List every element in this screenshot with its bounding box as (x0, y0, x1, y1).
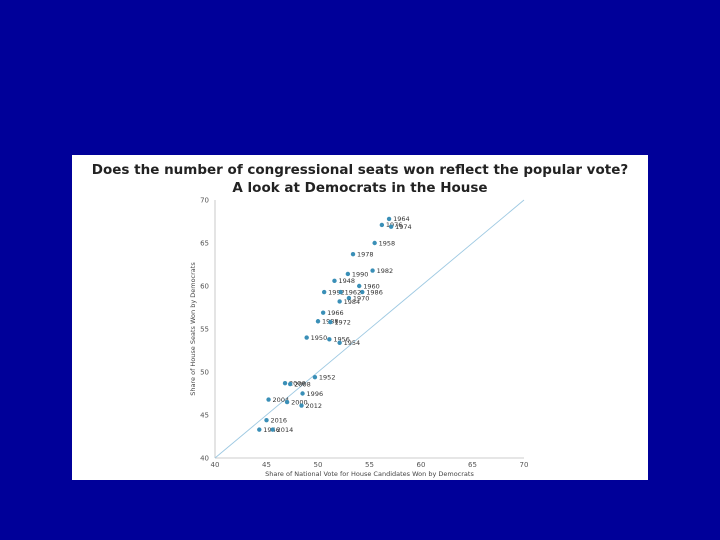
data-point-label: 1960 (363, 282, 380, 290)
data-point-label: 1954 (344, 339, 361, 347)
chart-figure: Does the number of congressional seats w… (72, 155, 648, 480)
data-point-label: 1996 (307, 390, 324, 398)
data-point (346, 295, 352, 301)
y-tick-label: 55 (200, 326, 209, 334)
data-point (372, 240, 377, 246)
y-tick-label: 60 (200, 283, 209, 291)
data-point-label: 1986 (366, 288, 383, 296)
y-tick-label: 45 (200, 412, 209, 420)
scatter-plot: 40 45 50 55 60 65 70 40 45 50 55 60 65 70 Share of Nat… (189, 197, 528, 479)
chart-title-block: Does the number of congressional seats w… (72, 161, 648, 197)
data-point (357, 283, 362, 289)
data-point (379, 222, 385, 228)
y-tick-label: 70 (200, 197, 209, 205)
data-point (264, 417, 269, 423)
y-axis-label: Share of House Seats Won by Democrats (189, 262, 197, 396)
data-point-label: 2008 (294, 380, 311, 388)
data-point (315, 319, 321, 324)
data-point-label: 2012 (306, 402, 323, 410)
data-point-label: 1982 (377, 267, 394, 275)
x-tick-label: 50 (314, 461, 323, 469)
chart-title: Does the number of congressional seats w… (91, 162, 629, 178)
data-point-label: 1964 (393, 215, 410, 223)
data-point-label: 1956 (333, 336, 350, 344)
data-point-label: 1990 (352, 270, 369, 278)
data-point (299, 403, 304, 408)
data-point (287, 381, 293, 387)
data-point-label: 1970 (353, 294, 370, 302)
data-point (345, 271, 351, 277)
data-point (304, 335, 309, 340)
data-point (270, 427, 275, 432)
x-tick-label: 55 (365, 461, 374, 469)
data-point (337, 340, 342, 345)
data-point-label: 1984 (344, 298, 361, 306)
y-tick-label: 65 (200, 240, 209, 248)
data-point (300, 391, 305, 396)
data-point (360, 289, 365, 295)
data-point (320, 310, 326, 315)
data-point (327, 337, 332, 342)
data-point (332, 278, 337, 284)
data-point-label: 1952 (319, 373, 336, 381)
data-point (284, 399, 290, 405)
data-point (328, 319, 333, 325)
x-tick-label: 45 (262, 461, 271, 469)
x-tick-label: 40 (211, 461, 220, 469)
data-point-label: 1948 (338, 277, 355, 285)
data-point-label: 1958 (379, 239, 396, 247)
chart-axes: 40 45 50 55 60 65 70 40 45 50 55 60 65 70 Share of Nat… (189, 197, 528, 479)
reference-line (214, 199, 525, 459)
data-point (312, 374, 318, 380)
chart-subtitle: A look at Democrats in the House (232, 180, 488, 196)
data-point-label: 1972 (334, 318, 351, 326)
data-point-label: 1976 (386, 221, 403, 229)
x-tick-label: 70 (520, 461, 529, 469)
data-point (388, 224, 394, 229)
data-point (337, 299, 342, 304)
data-point-label: 2006 (289, 379, 306, 387)
x-tick-label: 65 (468, 461, 477, 469)
data-point (370, 268, 375, 273)
data-point-label: 1962 (345, 288, 362, 296)
data-point (386, 216, 392, 222)
data-point (257, 427, 262, 432)
data-point (282, 380, 288, 386)
data-point-label: 1974 (395, 223, 412, 231)
data-point-label: 1950 (311, 334, 328, 342)
data-point-label: 2016 (271, 416, 288, 424)
data-point-label: 2000 (291, 398, 308, 406)
x-axis-label: Share of National Vote for House Candida… (265, 470, 474, 478)
y-tick-label: 40 (200, 455, 209, 463)
data-point-label: 1992 (328, 288, 345, 296)
data-point-label: 2004 (273, 396, 290, 404)
y-tick-label: 50 (200, 369, 209, 377)
data-point (321, 289, 327, 295)
data-point-label: 1966 (327, 309, 344, 317)
data-point (266, 397, 271, 402)
data-point (350, 251, 356, 257)
x-tick-label: 60 (417, 461, 426, 469)
data-point-label: 2014 (277, 426, 294, 434)
data-point-label: 1978 (357, 250, 374, 258)
data-point (338, 289, 343, 295)
